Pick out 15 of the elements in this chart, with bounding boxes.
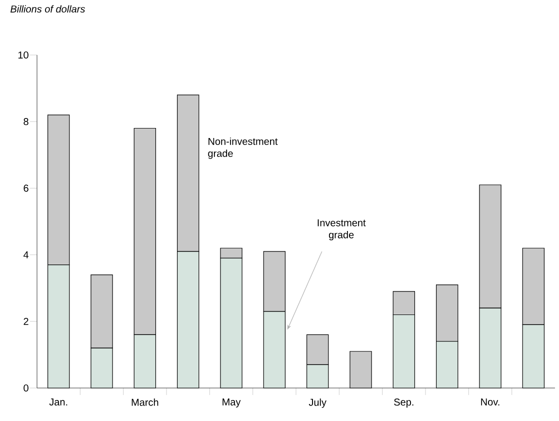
x-tick-label: May: [222, 398, 241, 408]
text: Investment grade: [318, 219, 366, 240]
y-tick-label: 6: [24, 184, 28, 192]
x-tick-label: Jan.: [49, 398, 68, 406]
x-tick-label: July: [308, 398, 326, 408]
x-tick-label: March: [132, 398, 158, 406]
y-tick-label: 4: [23, 251, 29, 258]
x-tick-label: Nov.: [481, 398, 500, 406]
y-axis-title: Billions of dollars: [10, 5, 86, 13]
y-tick-label: 10: [18, 51, 28, 59]
x-tick-label: Sep.: [394, 398, 414, 408]
y-tick-label: 0: [24, 384, 28, 392]
y-tick-label: 2: [24, 318, 28, 325]
series-label: Non-investment grade: [208, 138, 278, 159]
y-tick-label: 8: [24, 118, 28, 126]
